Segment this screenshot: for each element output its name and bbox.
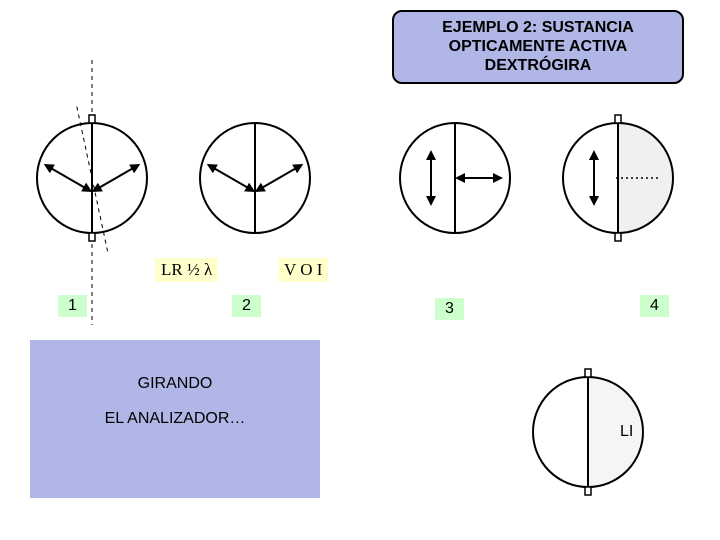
label-n3: 3 <box>435 298 464 320</box>
title-line: DEXTRÓGIRA <box>404 56 672 75</box>
bottom-panel: GIRANDO EL ANALIZADOR… <box>30 340 320 498</box>
title-line: EJEMPLO 2: SUSTANCIA <box>404 18 672 37</box>
title-box: EJEMPLO 2: SUSTANCIAOPTICAMENTE ACTIVADE… <box>392 10 684 84</box>
label-li: LI <box>620 423 633 441</box>
bottom-panel-line2: EL ANALIZADOR… <box>30 410 320 428</box>
label-voi: V O I <box>278 258 328 282</box>
title-line: OPTICAMENTE ACTIVA <box>404 37 672 56</box>
bottom-panel-line1: GIRANDO <box>30 375 320 393</box>
label-n1: 1 <box>58 295 87 317</box>
label-n4: 4 <box>640 295 669 317</box>
label-lr: LR ½ λ <box>155 258 218 282</box>
label-n2: 2 <box>232 295 261 317</box>
